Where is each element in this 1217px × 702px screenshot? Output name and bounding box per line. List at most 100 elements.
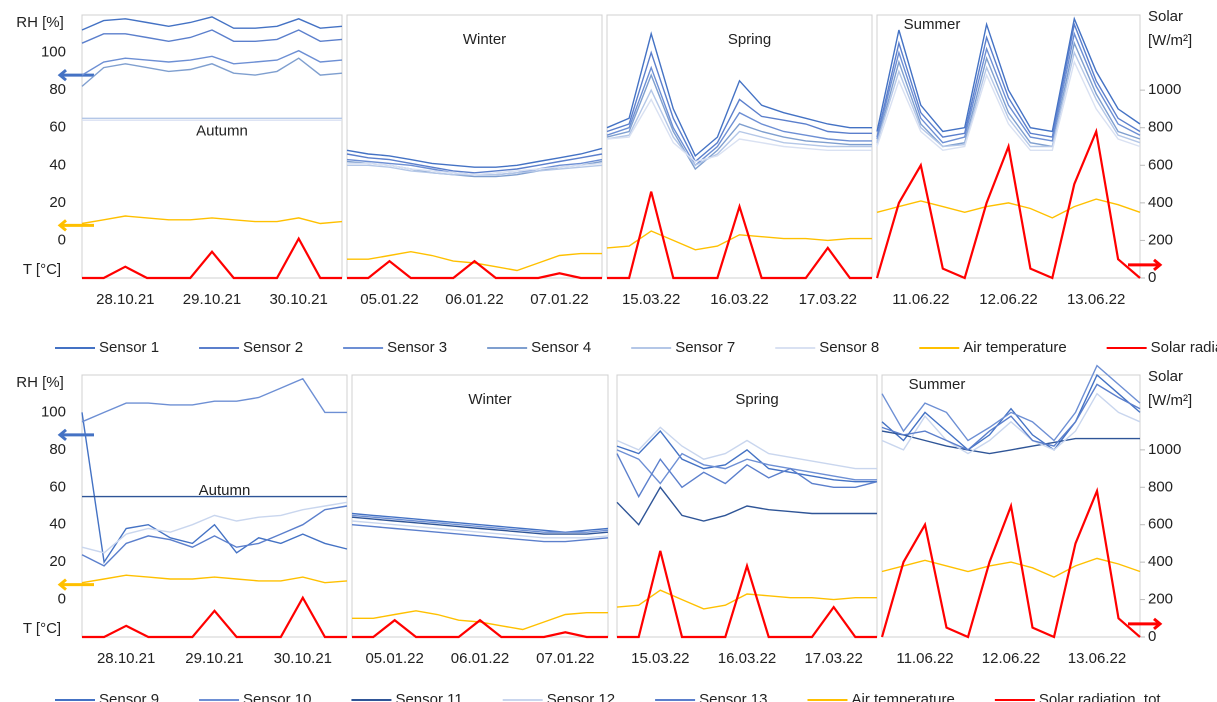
x-tick-label: 17.03.22 (799, 291, 857, 308)
series-line (616, 430, 877, 483)
x-tick-label: 29.10.21 (185, 650, 243, 667)
y2-tick-label: 200 (1148, 231, 1173, 248)
series-line (81, 49, 343, 76)
x-tick-label: 30.10.21 (274, 650, 332, 667)
panel-title: Autumn (196, 122, 248, 139)
legend-label: Sensor 2 (243, 339, 303, 356)
y2-tick-label: 800 (1148, 119, 1173, 136)
arrow (57, 428, 94, 442)
series-line (81, 574, 348, 584)
series-line (81, 377, 347, 423)
x-tick-label: 13.06.22 (1068, 650, 1126, 667)
y-tick-label: 80 (49, 441, 66, 458)
arrow (57, 219, 94, 232)
legend-label: Sensor 11 (395, 691, 462, 702)
series-line (81, 215, 343, 225)
series-line (351, 514, 609, 533)
y-axis-label: RH [%] (16, 374, 64, 391)
legend-label: Solar radiation, tot (1039, 691, 1162, 702)
y2-tick-label: 600 (1148, 156, 1173, 173)
series-line (876, 59, 1141, 152)
series-line (82, 595, 347, 639)
series-line (606, 230, 872, 251)
x-tick-label: 07.01.22 (536, 650, 594, 667)
x-tick-label: 16.03.22 (710, 291, 768, 308)
series-line (606, 31, 872, 158)
legend-label: Air temperature (851, 691, 954, 702)
x-tick-label: 12.06.22 (982, 650, 1040, 667)
panel-title: Summer (904, 16, 961, 33)
series-line (347, 250, 602, 272)
panel-frame (81, 14, 343, 279)
y-tick-label: 0 (58, 591, 66, 608)
series-line (352, 618, 608, 639)
x-tick-label: 11.06.22 (896, 650, 953, 667)
series-line (616, 449, 877, 485)
y-tick-label: 60 (49, 478, 66, 495)
series-line (881, 383, 1141, 451)
series-line (346, 147, 603, 168)
temperature-axis-label: T [°C] (23, 620, 61, 637)
series-line (347, 259, 602, 280)
series-line (606, 98, 872, 163)
y2-tick-label: 1000 (1148, 81, 1181, 98)
series-line (81, 16, 343, 31)
arrow (57, 578, 94, 591)
legend-label: Solar radiation, tot (1151, 339, 1217, 356)
legend-label: Sensor 7 (675, 339, 735, 356)
series-line (616, 589, 877, 610)
y2-tick-label: 600 (1148, 516, 1173, 533)
x-tick-label: 28.10.21 (97, 650, 155, 667)
arrow (1128, 617, 1163, 631)
temperature-axis-label: T [°C] (23, 261, 61, 278)
panel-frame (881, 374, 1141, 638)
panel-frame (616, 374, 878, 638)
y-tick-label: 40 (49, 156, 66, 173)
series-line (876, 16, 1141, 133)
series-line (881, 557, 1141, 578)
series-line (876, 31, 1141, 144)
x-tick-label: 05.01.22 (365, 650, 423, 667)
y2-tick-label: 400 (1148, 553, 1173, 570)
series-line (880, 487, 1141, 639)
y-tick-label: 0 (58, 231, 66, 248)
series-line (875, 127, 1141, 280)
series-line (876, 21, 1141, 138)
panel-frame (81, 374, 348, 638)
legend-label: Sensor 4 (531, 339, 591, 356)
series-line (606, 88, 872, 167)
x-tick-label: 06.01.22 (445, 291, 503, 308)
y2-tick-label: 0 (1148, 628, 1156, 645)
legend-label: Sensor 8 (819, 339, 879, 356)
x-tick-label: 05.01.22 (360, 291, 418, 308)
y-tick-label: 100 (41, 44, 66, 61)
arrow (57, 68, 94, 82)
y-tick-label: 40 (49, 516, 66, 533)
x-tick-label: 17.03.22 (804, 650, 862, 667)
series-line (351, 516, 609, 535)
y2-tick-label: 200 (1148, 591, 1173, 608)
series-line (351, 512, 609, 533)
series-line (617, 550, 877, 639)
series-line (351, 520, 609, 539)
series-line (876, 40, 1141, 148)
series-line (352, 610, 608, 631)
series-line (876, 198, 1141, 219)
series-line (881, 392, 1141, 455)
series-line (81, 501, 348, 554)
y-tick-label: 20 (49, 194, 66, 211)
panel-title: Winter (468, 391, 511, 408)
legend-label: Sensor 9 (99, 691, 159, 702)
panel-title: Spring (735, 391, 778, 408)
series-line (81, 29, 343, 44)
y2-axis-label: Solar [W/m²] (1148, 368, 1192, 409)
series-line (881, 430, 1140, 455)
legend-label: Sensor 12 (547, 691, 615, 702)
series-line (81, 57, 343, 87)
x-tick-label: 16.03.22 (718, 650, 776, 667)
x-tick-label: 06.01.22 (451, 650, 509, 667)
x-tick-label: 07.01.22 (530, 291, 588, 308)
series-line (881, 364, 1141, 442)
series-line (346, 153, 603, 174)
